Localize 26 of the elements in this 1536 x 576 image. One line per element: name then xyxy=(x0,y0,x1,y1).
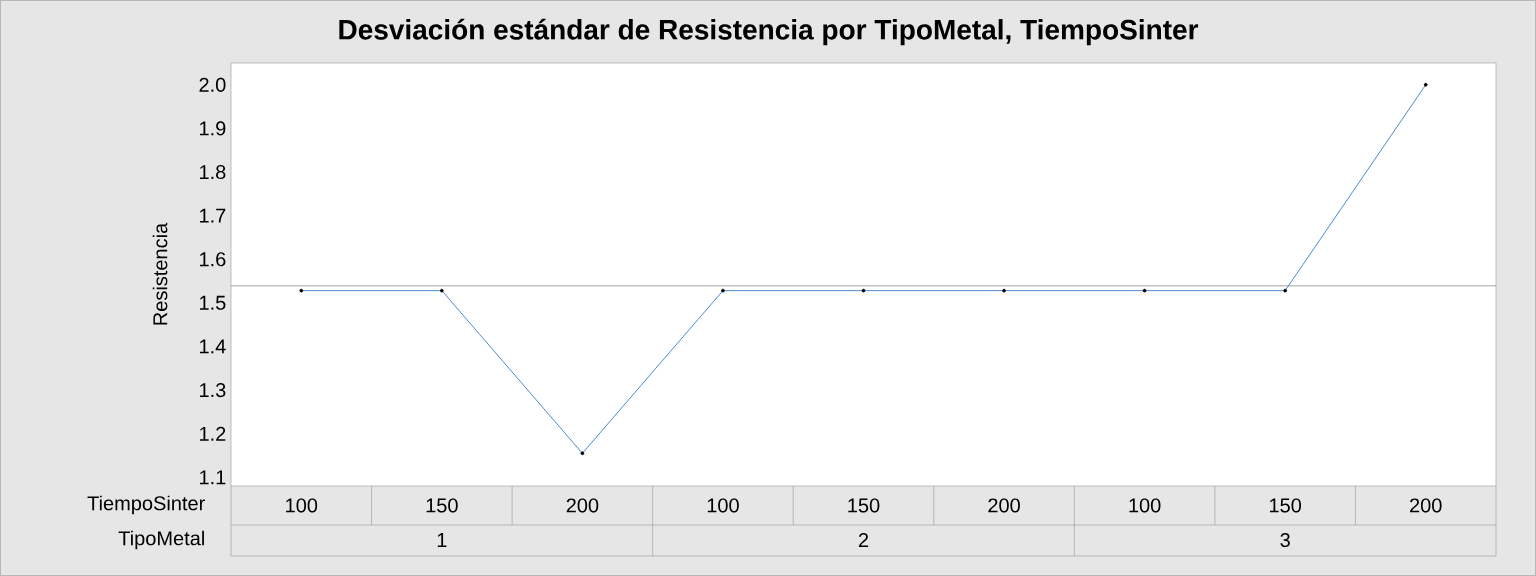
text: 3 xyxy=(1280,532,1290,548)
x-tick-label: 150 xyxy=(1270,498,1302,513)
y-tick-label: 2.0 xyxy=(199,77,226,92)
y-tick-label: 1.9 xyxy=(200,121,226,136)
y-tick-label: 1.6 xyxy=(200,252,226,267)
y-tick-label: 1.2 xyxy=(200,426,226,441)
y-tick-label: 1.7 xyxy=(200,208,226,223)
text: 1 xyxy=(437,533,447,547)
x-tick-label: 150 xyxy=(848,498,880,513)
y-tick-label: 1.1 xyxy=(200,470,226,485)
y-tick-label: 1.3 xyxy=(200,382,226,398)
x-tick-label: 200 xyxy=(988,498,1020,513)
x-tick-label: 100 xyxy=(1129,498,1161,513)
x-tick-label: 150 xyxy=(426,498,458,513)
text: TiempoSinter xyxy=(87,495,205,515)
x-tick-label: 100 xyxy=(707,498,739,513)
text: 2 xyxy=(858,533,869,547)
text: TipoMetal xyxy=(118,530,204,550)
chart-title: Desviación estándar de Resistencia por TipoMetal, TiempoSinter xyxy=(339,18,1199,46)
y-tick-label: 1.5 xyxy=(200,295,226,310)
x-tick-label: 200 xyxy=(1410,498,1442,513)
x-tick-label: 100 xyxy=(286,498,318,513)
y-axis-title: Resistencia xyxy=(152,222,168,325)
y-tick-label: 1.4 xyxy=(200,339,226,354)
x-tick-label: 200 xyxy=(566,498,599,513)
y-tick-label: 1.8 xyxy=(200,164,226,180)
